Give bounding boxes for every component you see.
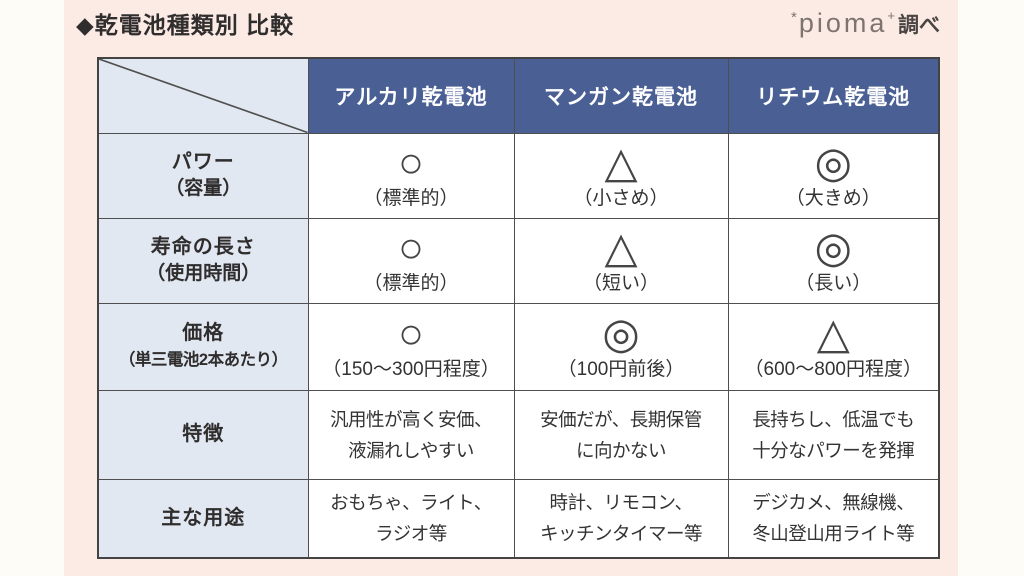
credit-logo: *pioma+ 調べ: [791, 8, 940, 39]
table-row-price: 価格 （単三電池2本あたり） ○ （150～300円程度） ◎ （100円前後）…: [97, 302, 940, 391]
row-label-uses: 主な用途: [97, 478, 309, 559]
circle-symbol: ○: [398, 310, 424, 358]
double-circle-symbol: ◎: [602, 310, 640, 358]
credit-plus-glyph: +: [887, 8, 895, 23]
cell-lifespan-manganese: △ （短い）: [513, 217, 729, 304]
cell-lifespan-lithium: ◎ （長い）: [727, 217, 940, 304]
diagonal-line: [99, 59, 308, 133]
cell-uses-alkaline: おもちゃ、ライト、 ラジオ等: [307, 478, 515, 559]
cell-power-alkaline: ○ （標準的）: [307, 132, 515, 219]
table-row-features: 特徴 汎用性が高く安価、 液漏れしやすい 安価だが、長期保管 に向かない 長持ち…: [97, 389, 940, 480]
cell-price-alkaline: ○ （150～300円程度）: [307, 302, 515, 391]
battery-comparison-table: アルカリ乾電池 マンガン乾電池 リチウム乾電池 パワー （容量） ○ （標準的）…: [97, 57, 940, 559]
credit-brand-text: pioma: [798, 8, 888, 38]
triangle-symbol: △: [604, 224, 638, 272]
cell-uses-lithium: デジカメ、無線機、 冬山登山用ライト等: [727, 478, 940, 559]
cell-power-lithium: ◎ （大きめ）: [727, 132, 940, 219]
cell-uses-manganese: 時計、リモコン、 キッチンタイマー等: [513, 478, 729, 559]
triangle-symbol: △: [604, 139, 638, 187]
header-row: アルカリ乾電池 マンガン乾電池 リチウム乾電池: [97, 57, 940, 134]
cell-power-manganese: △ （小さめ）: [513, 132, 729, 219]
cell-price-manganese: ◎ （100円前後）: [513, 302, 729, 391]
credit-star-glyph: *: [791, 9, 797, 26]
circle-symbol: ○: [398, 139, 424, 187]
table-row-power: パワー （容量） ○ （標準的） △ （小さめ） ◎ （大きめ）: [97, 132, 940, 219]
page-title: ◆乾電池種類別 比較: [76, 12, 295, 38]
cell-lifespan-alkaline: ○ （標準的）: [307, 217, 515, 304]
column-header-alkaline: アルカリ乾電池: [307, 57, 515, 134]
table-row-lifespan: 寿命の長さ （使用時間） ○ （標準的） △ （短い） ◎ （長い）: [97, 217, 940, 304]
cell-features-manganese: 安価だが、長期保管 に向かない: [513, 389, 729, 480]
cell-features-alkaline: 汎用性が高く安価、 液漏れしやすい: [307, 389, 515, 480]
cell-price-lithium: △ （600～800円程度）: [727, 302, 940, 391]
row-label-price: 価格 （単三電池2本あたり）: [97, 302, 309, 391]
credit-suffix-text: 調べ: [898, 14, 940, 37]
row-label-lifespan: 寿命の長さ （使用時間）: [97, 217, 309, 304]
row-label-features: 特徴: [97, 389, 309, 480]
column-header-manganese: マンガン乾電池: [513, 57, 729, 134]
cell-features-lithium: 長持ちし、低温でも 十分なパワーを発揮: [727, 389, 940, 480]
table-row-uses: 主な用途 おもちゃ、ライト、 ラジオ等 時計、リモコン、 キッチンタイマー等 デ…: [97, 478, 940, 559]
column-header-lithium: リチウム乾電池: [727, 57, 940, 134]
table-corner-cell: [97, 57, 309, 134]
circle-symbol: ○: [398, 224, 424, 272]
double-circle-symbol: ◎: [814, 139, 853, 187]
double-circle-symbol: ◎: [814, 224, 853, 272]
row-label-power: パワー （容量）: [97, 132, 309, 219]
triangle-symbol: △: [816, 310, 850, 358]
